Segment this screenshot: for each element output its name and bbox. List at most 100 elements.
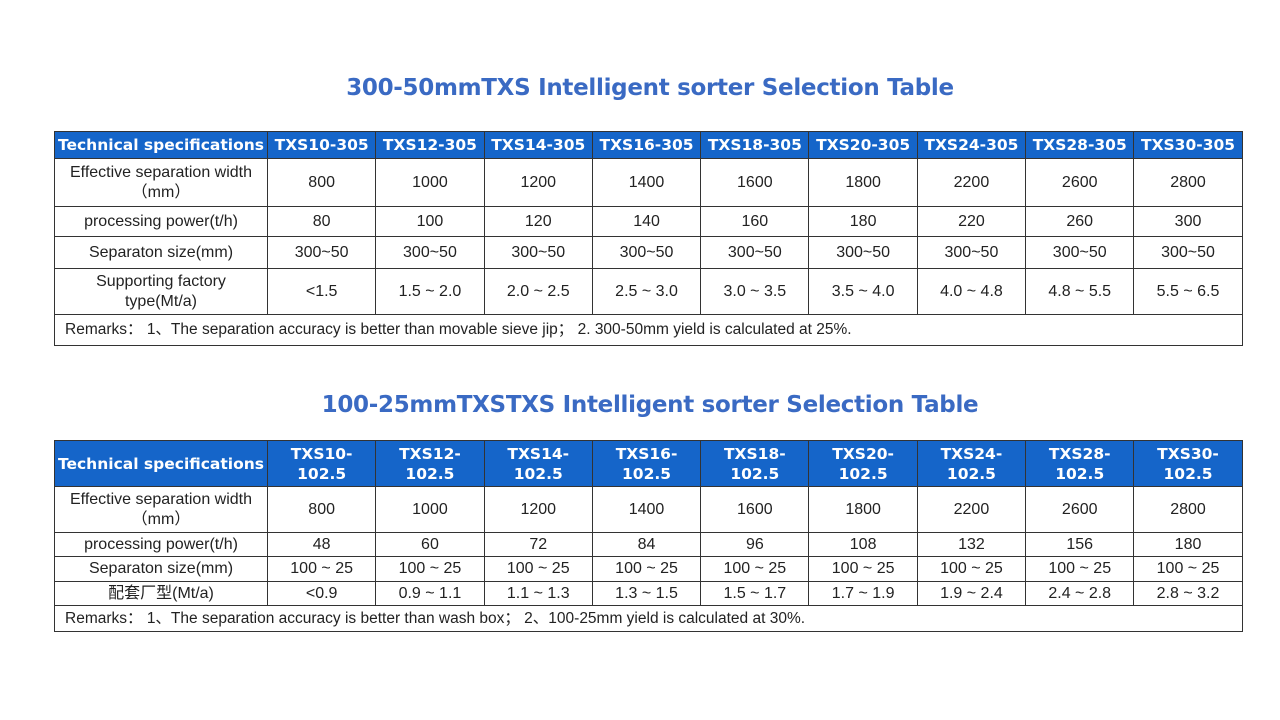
table-cell: 100 ~ 25 xyxy=(266,556,377,582)
table-cell: 1.5 ~ 2.0 xyxy=(375,268,485,315)
row-label: Supporting factory type(Mt/a) xyxy=(54,268,268,315)
row-label: Effective separation width （mm） xyxy=(54,486,268,533)
model-header: TXS28- 102.5 xyxy=(1025,440,1135,487)
model-header: TXS18-305 xyxy=(700,131,810,159)
table-cell: 1600 xyxy=(700,486,810,533)
table-cell: 1200 xyxy=(483,486,593,533)
table-row: Effective separation width （mm） 800 1000 120… xyxy=(54,158,1243,207)
table-cell: 4.8 ~ 5.5 xyxy=(1025,268,1135,315)
table-cell: 2.8 ~ 3.2 xyxy=(1133,581,1243,606)
model-header: TXS18- 102.5 xyxy=(700,440,810,487)
table-row: processing power(t/h) 48 60 72 84 96 108 132 156… xyxy=(54,532,1243,557)
table-cell: 156 xyxy=(1025,532,1135,557)
table-cell: 260 xyxy=(1025,206,1135,237)
table-row: Effective separation width （mm） 800 1000 120… xyxy=(54,486,1243,533)
table-cell: 80 xyxy=(266,206,377,237)
table-cell: 2.0 ~ 2.5 xyxy=(483,268,593,315)
table-cell: 1600 xyxy=(700,158,810,207)
model-header: TXS28-305 xyxy=(1025,131,1135,159)
model-header: TXS12-305 xyxy=(375,131,485,159)
table-cell: 100 ~ 25 xyxy=(808,556,918,582)
table-cell: 300~50 xyxy=(700,236,810,269)
row-label: 配套厂型(Mt/a) xyxy=(54,581,268,606)
table-row: 配套厂型(Mt/a) <0.9 0.9 ~ 1.1 1.1 ~ 1.3 1.3 ~ 1.… xyxy=(54,581,1243,606)
table-cell: 60 xyxy=(375,532,485,557)
table-cell: 1400 xyxy=(591,158,702,207)
table-cell: 300~50 xyxy=(266,236,377,269)
table-cell: 180 xyxy=(808,206,918,237)
table-cell: 220 xyxy=(916,206,1027,237)
model-header: TXS14- 102.5 xyxy=(483,440,593,487)
table-cell: 180 xyxy=(1133,532,1243,557)
table-cell: 2.4 ~ 2.8 xyxy=(1025,581,1135,606)
table-header-row: Technical specifications TXS10-305 TXS12… xyxy=(54,131,1243,159)
table-cell: 300~50 xyxy=(375,236,485,269)
table-cell: 1800 xyxy=(808,486,918,533)
row-label: processing power(t/h) xyxy=(54,206,268,237)
table-cell: 100 ~ 25 xyxy=(591,556,702,582)
row-label: processing power(t/h) xyxy=(54,532,268,557)
table-cell: 100 ~ 25 xyxy=(700,556,810,582)
table-row: Separaton size(mm) 100 ~ 25 100 ~ 25 100 ~ … xyxy=(54,556,1243,582)
model-header: TXS30-305 xyxy=(1133,131,1243,159)
table-cell: 3.5 ~ 4.0 xyxy=(808,268,918,315)
model-header: TXS24-305 xyxy=(916,131,1027,159)
model-header: TXS16- 102.5 xyxy=(591,440,702,487)
table-cell: 140 xyxy=(591,206,702,237)
model-header: TXS20- 102.5 xyxy=(808,440,918,487)
table-cell: 300~50 xyxy=(483,236,593,269)
table-cell: 2200 xyxy=(916,158,1027,207)
remarks-text: Remarks： 1、The separation accuracy is be… xyxy=(54,314,1243,346)
row-label: Separaton size(mm) xyxy=(54,556,268,582)
header-label: Technical specifications xyxy=(54,440,268,487)
selection-table-300-50: Technical specifications TXS10-305 TXS12… xyxy=(54,131,1243,346)
header-label: Technical specifications xyxy=(54,131,268,159)
table-cell: <0.9 xyxy=(266,581,377,606)
model-header: TXS10-305 xyxy=(266,131,377,159)
table-row: Separaton size(mm) 300~50 300~50 300~50 300~… xyxy=(54,236,1243,269)
table-cell: 1.7 ~ 1.9 xyxy=(808,581,918,606)
remarks-row: Remarks： 1、The separation accuracy is be… xyxy=(54,314,1243,346)
table-cell: 300~50 xyxy=(916,236,1027,269)
table-cell: 84 xyxy=(591,532,702,557)
table-cell: 132 xyxy=(916,532,1027,557)
table-cell: 72 xyxy=(483,532,593,557)
table-row: Supporting factory type(Mt/a) <1.5 1.5 ~ 2.… xyxy=(54,268,1243,315)
table-cell: 1.9 ~ 2.4 xyxy=(916,581,1027,606)
remarks-row: Remarks： 1、The separation accuracy is be… xyxy=(54,605,1243,632)
table-cell: 1000 xyxy=(375,486,485,533)
table-cell: 300~50 xyxy=(1133,236,1243,269)
table-cell: 300~50 xyxy=(1025,236,1135,269)
table1-title: 300-50mmTXS Intelligent sorter Selection… xyxy=(346,75,954,101)
table-cell: 100 ~ 25 xyxy=(375,556,485,582)
selection-table-100-25: Technical specifications TXS10- 102.5 TXS… xyxy=(54,440,1243,632)
table-cell: 2.5 ~ 3.0 xyxy=(591,268,702,315)
table-cell: 1200 xyxy=(483,158,593,207)
table-cell: 5.5 ~ 6.5 xyxy=(1133,268,1243,315)
table-cell: 4.0 ~ 4.8 xyxy=(916,268,1027,315)
table-cell: 2200 xyxy=(916,486,1027,533)
table-cell: 3.0 ~ 3.5 xyxy=(700,268,810,315)
table-cell: 1.1 ~ 1.3 xyxy=(483,581,593,606)
table-cell: 300~50 xyxy=(591,236,702,269)
table-cell: 1.5 ~ 1.7 xyxy=(700,581,810,606)
table-cell: 96 xyxy=(700,532,810,557)
table-cell: 100 ~ 25 xyxy=(916,556,1027,582)
row-label: Effective separation width （mm） xyxy=(54,158,268,207)
table-cell: 2800 xyxy=(1133,158,1243,207)
table-cell: 100 ~ 25 xyxy=(483,556,593,582)
model-header: TXS20-305 xyxy=(808,131,918,159)
table-cell: 300 xyxy=(1133,206,1243,237)
table-header-row: Technical specifications TXS10- 102.5 TXS… xyxy=(54,440,1243,487)
table-cell: 0.9 ~ 1.1 xyxy=(375,581,485,606)
table-cell: 48 xyxy=(266,532,377,557)
model-header: TXS14-305 xyxy=(483,131,593,159)
model-header: TXS12- 102.5 xyxy=(375,440,485,487)
table-cell: 100 ~ 25 xyxy=(1025,556,1135,582)
table-cell: 120 xyxy=(483,206,593,237)
table-cell: 300~50 xyxy=(808,236,918,269)
table-row: processing power(t/h) 80 100 120 140 160 180 22… xyxy=(54,206,1243,237)
table2-title: 100-25mmTXSTXS Intelligent sorter Select… xyxy=(321,392,979,418)
table-cell: 2600 xyxy=(1025,486,1135,533)
model-header: TXS16-305 xyxy=(591,131,702,159)
